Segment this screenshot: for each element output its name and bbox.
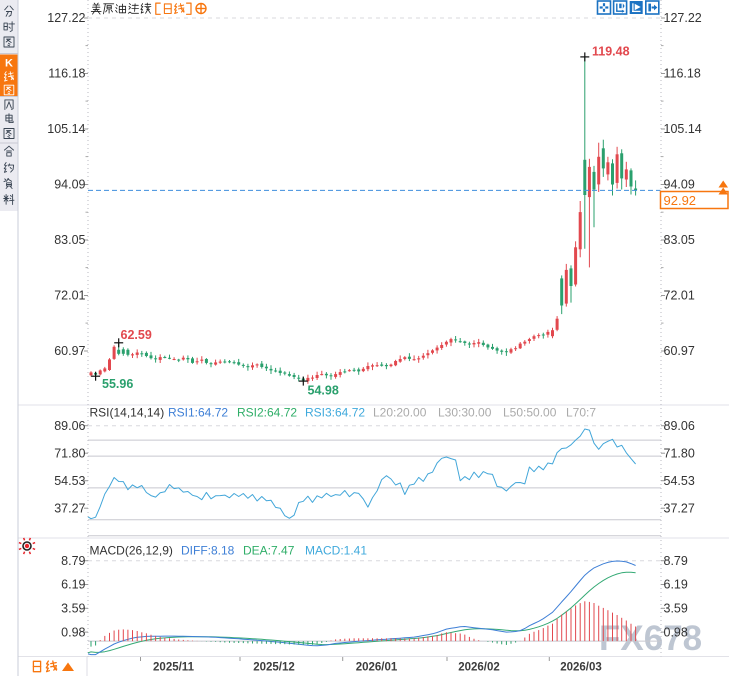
svg-text:92.92: 92.92 bbox=[664, 193, 697, 208]
svg-text:37.27: 37.27 bbox=[664, 501, 695, 515]
svg-text:54.53: 54.53 bbox=[54, 474, 85, 488]
svg-text:2026/03: 2026/03 bbox=[560, 662, 602, 674]
svg-text:60.97: 60.97 bbox=[664, 344, 695, 358]
svg-text:94.09: 94.09 bbox=[54, 178, 85, 192]
svg-text:8.79: 8.79 bbox=[61, 554, 85, 568]
svg-text:K: K bbox=[5, 58, 13, 70]
svg-text:2026/02: 2026/02 bbox=[458, 662, 500, 674]
svg-text:127.22: 127.22 bbox=[664, 11, 702, 25]
svg-text:54.53: 54.53 bbox=[664, 474, 695, 488]
svg-text:83.05: 83.05 bbox=[54, 233, 85, 247]
svg-text:MACD(26,12,9): MACD(26,12,9) bbox=[90, 544, 173, 558]
svg-text:55.96: 55.96 bbox=[102, 377, 133, 391]
svg-text:72.01: 72.01 bbox=[664, 289, 695, 303]
svg-text:MACD:1.41: MACD:1.41 bbox=[305, 544, 367, 558]
svg-text:105.14: 105.14 bbox=[47, 122, 85, 136]
svg-text:RSI1:64.72: RSI1:64.72 bbox=[168, 406, 228, 420]
svg-text:3.59: 3.59 bbox=[61, 602, 85, 616]
svg-text:DEA:7.47: DEA:7.47 bbox=[243, 544, 295, 558]
svg-text:6.19: 6.19 bbox=[61, 578, 85, 592]
svg-text:54.98: 54.98 bbox=[308, 384, 339, 398]
svg-text:0.98: 0.98 bbox=[664, 625, 688, 639]
svg-text:119.48: 119.48 bbox=[592, 45, 630, 59]
svg-text:116.18: 116.18 bbox=[664, 67, 701, 81]
svg-text:FX678: FX678 bbox=[599, 619, 702, 658]
svg-text:89.06: 89.06 bbox=[664, 419, 695, 433]
svg-text:RSI(14,14,14): RSI(14,14,14) bbox=[90, 406, 165, 420]
svg-text:3.59: 3.59 bbox=[664, 602, 688, 616]
svg-text:72.01: 72.01 bbox=[54, 289, 85, 303]
svg-text:105.14: 105.14 bbox=[664, 122, 702, 136]
svg-text:L20:20.00: L20:20.00 bbox=[373, 406, 427, 420]
svg-text:37.27: 37.27 bbox=[54, 501, 85, 515]
svg-text:8.79: 8.79 bbox=[664, 554, 688, 568]
svg-text:60.97: 60.97 bbox=[54, 344, 85, 358]
svg-text:71.80: 71.80 bbox=[664, 446, 695, 460]
svg-text:L70:7: L70:7 bbox=[566, 406, 596, 420]
svg-text:DIFF:8.18: DIFF:8.18 bbox=[181, 544, 235, 558]
svg-text:0.98: 0.98 bbox=[61, 625, 85, 639]
svg-text:2025/12: 2025/12 bbox=[253, 662, 295, 674]
svg-text:2026/01: 2026/01 bbox=[356, 662, 398, 674]
svg-text:116.18: 116.18 bbox=[48, 67, 85, 81]
svg-text:L50:50.00: L50:50.00 bbox=[503, 406, 557, 420]
svg-text:83.05: 83.05 bbox=[664, 233, 695, 247]
svg-text:RSI2:64.72: RSI2:64.72 bbox=[237, 406, 297, 420]
svg-text:6.19: 6.19 bbox=[664, 578, 688, 592]
svg-text:2025/11: 2025/11 bbox=[153, 662, 195, 674]
svg-text:89.06: 89.06 bbox=[54, 419, 85, 433]
svg-text:L30:30.00: L30:30.00 bbox=[438, 406, 492, 420]
svg-text:94.09: 94.09 bbox=[664, 178, 695, 192]
svg-text:RSI3:64.72: RSI3:64.72 bbox=[305, 406, 365, 420]
svg-text:62.59: 62.59 bbox=[121, 328, 152, 342]
svg-text:127.22: 127.22 bbox=[47, 11, 85, 25]
svg-text:71.80: 71.80 bbox=[54, 446, 85, 460]
